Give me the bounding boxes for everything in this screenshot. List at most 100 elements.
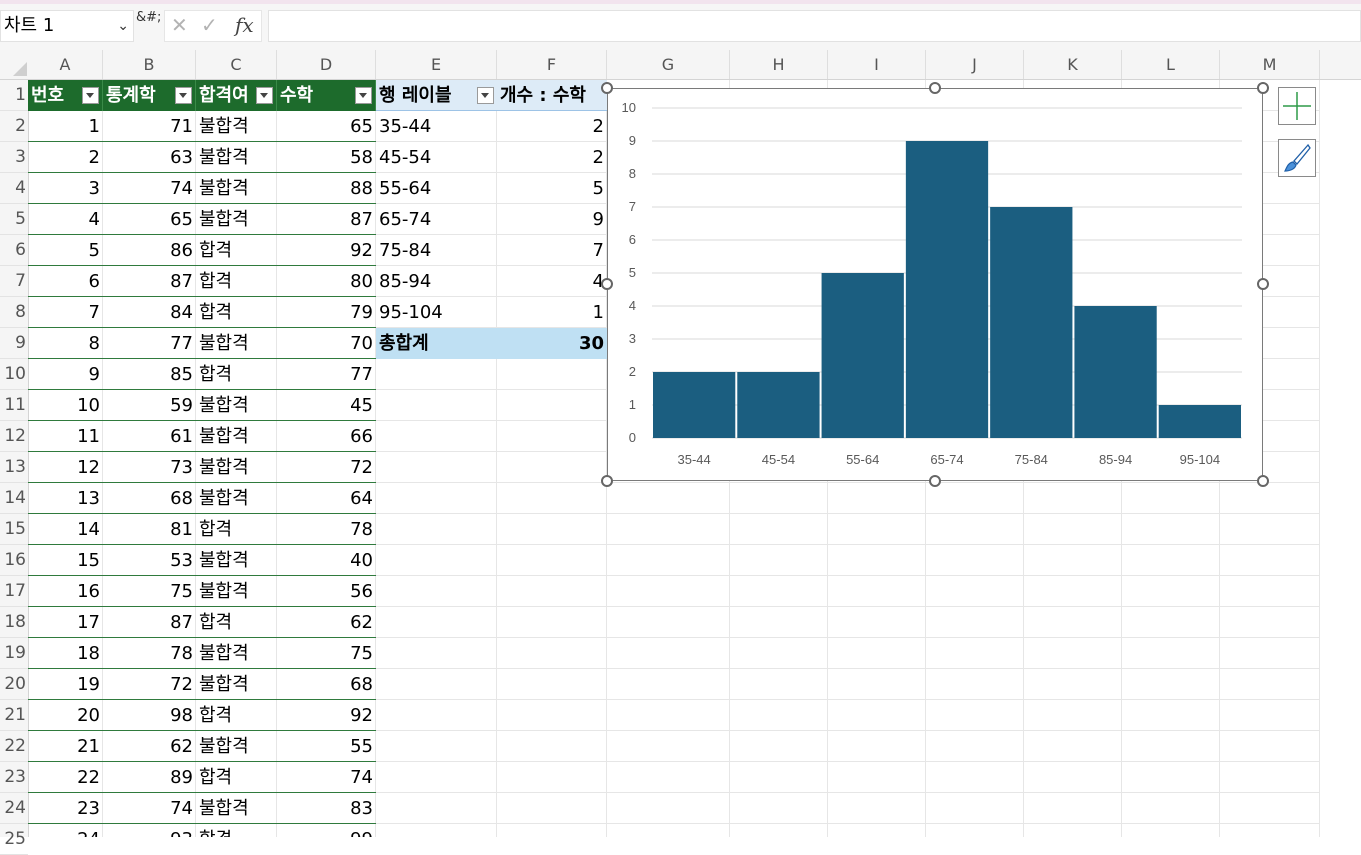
table-cell[interactable]: 74 — [277, 762, 376, 793]
grid-cell[interactable] — [1220, 359, 1320, 390]
table-cell[interactable]: 78 — [103, 638, 196, 669]
grid-cell[interactable] — [607, 545, 730, 576]
histogram-bar[interactable] — [653, 372, 736, 438]
table-cell[interactable]: 68 — [103, 483, 196, 514]
resize-handle[interactable] — [601, 475, 613, 487]
grid-cell[interactable] — [730, 762, 828, 793]
row-header-15[interactable]: 15 — [0, 514, 28, 545]
histogram-bar[interactable] — [1074, 306, 1157, 438]
pivot-value[interactable]: 7 — [592, 240, 604, 261]
table-cell[interactable]: 합격 — [196, 824, 277, 837]
grid-cell[interactable] — [1024, 638, 1122, 669]
grid-cell[interactable] — [1024, 700, 1122, 731]
grid-cell[interactable] — [607, 669, 730, 700]
table-cell[interactable]: 66 — [277, 421, 376, 452]
table-cell[interactable]: 불합격 — [196, 390, 277, 421]
grid-cell[interactable] — [497, 452, 607, 483]
row-header-4[interactable]: 4 — [0, 173, 28, 204]
grid-cell[interactable] — [1220, 514, 1320, 545]
row-header-24[interactable]: 24 — [0, 793, 28, 824]
histogram-bar[interactable] — [990, 207, 1073, 438]
grid-cell[interactable] — [730, 607, 828, 638]
table-cell[interactable]: 합격 — [196, 266, 277, 297]
grid-cell[interactable] — [828, 793, 926, 824]
grid-cell[interactable] — [607, 824, 730, 837]
grid-cell[interactable] — [376, 297, 497, 328]
grid-cell[interactable] — [1024, 514, 1122, 545]
grid-cell[interactable] — [376, 421, 497, 452]
filter-dropdown-icon[interactable] — [256, 87, 273, 104]
formula-input[interactable] — [268, 10, 1361, 42]
more-options-icon[interactable]: &#; — [136, 10, 162, 25]
grid-cell[interactable] — [730, 483, 828, 514]
table-cell[interactable]: 불합격 — [196, 204, 277, 235]
grid-cell[interactable] — [1220, 483, 1320, 514]
table-cell[interactable]: 64 — [277, 483, 376, 514]
grid-cell[interactable] — [828, 545, 926, 576]
grid-cell[interactable] — [497, 731, 607, 762]
grid-cell[interactable] — [926, 576, 1024, 607]
table-cell[interactable]: 불합격 — [196, 111, 277, 142]
grid-cell[interactable] — [497, 111, 607, 142]
column-header-F[interactable]: F — [497, 50, 607, 79]
pivot-row-label[interactable]: 85-94 — [379, 271, 432, 292]
grid-cell[interactable] — [376, 204, 497, 235]
table-cell[interactable]: 55 — [277, 731, 376, 762]
grid-cell[interactable] — [828, 762, 926, 793]
grid-cell[interactable] — [196, 824, 277, 837]
resize-handle[interactable] — [929, 475, 941, 487]
grid-cell[interactable] — [497, 173, 607, 204]
grid-cell[interactable] — [926, 762, 1024, 793]
resize-handle[interactable] — [1257, 475, 1269, 487]
grid-cell[interactable] — [376, 700, 497, 731]
grid-cell[interactable] — [1220, 390, 1320, 421]
table-cell[interactable]: 58 — [277, 142, 376, 173]
row-header-10[interactable]: 10 — [0, 359, 28, 390]
histogram-bar[interactable] — [821, 273, 904, 438]
grid-cell[interactable] — [1220, 80, 1320, 111]
resize-handle[interactable] — [601, 82, 613, 94]
grid-cell[interactable] — [497, 669, 607, 700]
pivot-row-label[interactable]: 35-44 — [379, 116, 432, 137]
histogram-bar[interactable] — [1158, 405, 1241, 438]
table-cell[interactable]: 합격 — [196, 359, 277, 390]
grid-cell[interactable] — [497, 359, 607, 390]
grid-cell[interactable] — [1220, 173, 1320, 204]
grid-cell[interactable] — [730, 700, 828, 731]
grid-cell[interactable] — [1024, 793, 1122, 824]
grid-cell[interactable] — [497, 297, 607, 328]
table-cell[interactable]: 72 — [277, 452, 376, 483]
row-header-8[interactable]: 8 — [0, 297, 28, 328]
table-header-cell[interactable]: 수학 — [277, 80, 376, 111]
grid-cell[interactable] — [926, 731, 1024, 762]
table-cell[interactable]: 72 — [103, 669, 196, 700]
grid-cell[interactable] — [376, 545, 497, 576]
column-header-C[interactable]: C — [196, 50, 277, 79]
pivot-row-label[interactable]: 55-64 — [379, 178, 432, 199]
table-cell[interactable]: 99 — [277, 824, 376, 837]
pivot-row-label-header[interactable]: 행 레이블 — [376, 80, 497, 111]
table-cell[interactable]: 81 — [103, 514, 196, 545]
grid-cell[interactable] — [1122, 514, 1220, 545]
table-cell[interactable]: 74 — [103, 173, 196, 204]
grid-cell[interactable] — [730, 545, 828, 576]
column-header-E[interactable]: E — [376, 50, 497, 79]
grid-cell[interactable] — [730, 576, 828, 607]
check-icon[interactable]: ✓ — [201, 13, 218, 37]
resize-handle[interactable] — [929, 82, 941, 94]
table-cell[interactable]: 59 — [103, 390, 196, 421]
table-cell[interactable]: 불합격 — [196, 328, 277, 359]
grid-cell[interactable] — [828, 483, 926, 514]
grid-cell[interactable] — [1024, 731, 1122, 762]
row-header-1[interactable]: 1 — [0, 80, 28, 111]
table-cell[interactable]: 21 — [28, 731, 103, 762]
grid-cell[interactable] — [1220, 762, 1320, 793]
grid-cell[interactable] — [1122, 483, 1220, 514]
grid-cell[interactable] — [1024, 762, 1122, 793]
column-header-I[interactable]: I — [828, 50, 926, 79]
pivot-row-label[interactable]: 95-104 — [379, 302, 443, 323]
pivot-row-label[interactable]: 75-84 — [379, 240, 432, 261]
grid-cell[interactable] — [1024, 545, 1122, 576]
table-cell[interactable]: 92 — [277, 700, 376, 731]
pivot-row-label[interactable]: 45-54 — [379, 147, 432, 168]
